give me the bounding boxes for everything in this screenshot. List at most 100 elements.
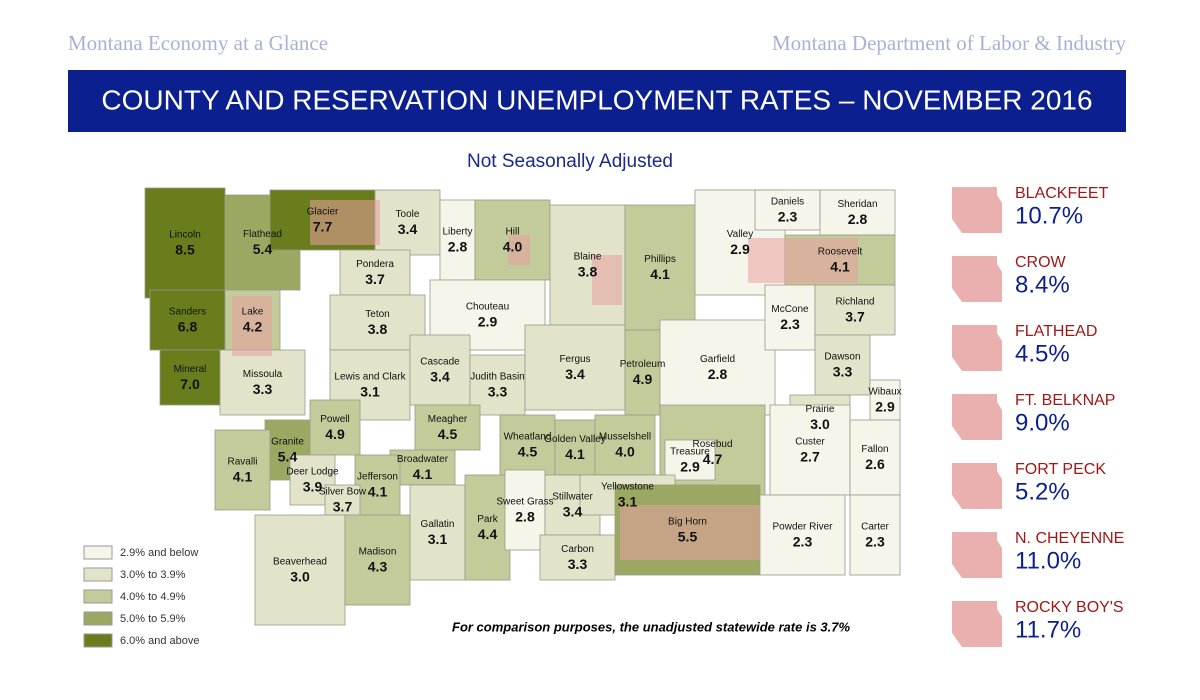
county-rate: 2.9	[875, 399, 895, 415]
county-name: Park	[477, 514, 499, 525]
county-name: Lincoln	[169, 230, 201, 241]
reservation-icon	[952, 394, 1002, 440]
county-rate: 2.7	[800, 449, 820, 465]
county-rate: 4.1	[413, 466, 433, 482]
reservation-area	[620, 505, 760, 560]
county	[499, 414, 556, 476]
county-name: Fergus	[559, 354, 590, 365]
county-rate: 3.8	[578, 264, 598, 280]
title-bar	[68, 70, 1126, 132]
county-name: Glacier	[307, 207, 339, 218]
county-name: Lake	[242, 307, 264, 318]
county-name: Broadwater	[397, 454, 449, 465]
county-rate: 3.9	[303, 479, 323, 495]
county	[769, 404, 851, 496]
reservation-rate: 4.5%	[1015, 340, 1070, 367]
county-name: Roosevelt	[818, 247, 863, 258]
reservation-icon	[952, 532, 1002, 578]
county-name: Ravalli	[227, 457, 257, 468]
reservation-rate: 11.7%	[1015, 616, 1081, 643]
county-rate: 2.3	[780, 316, 800, 332]
county-name: Custer	[795, 437, 825, 448]
county-name: Yellowstone	[601, 482, 654, 493]
county-name: Sanders	[169, 307, 206, 318]
county-rate: 3.3	[833, 364, 853, 380]
county-name: Beaverhead	[273, 557, 327, 568]
county-name: Toole	[396, 209, 420, 220]
county-name: Wibaux	[868, 387, 901, 398]
county-name: Richland	[836, 297, 875, 308]
county	[409, 484, 466, 581]
reservation-icon	[952, 187, 1002, 233]
reservation-rate: 5.2%	[1015, 478, 1070, 505]
county-name: Missoula	[243, 369, 283, 380]
county-name: Silver Bow	[319, 487, 367, 498]
county	[659, 319, 776, 416]
reservation-rate: 9.0%	[1015, 409, 1070, 436]
county	[339, 249, 411, 296]
county-name: Treasure	[670, 447, 710, 458]
county-rate: 2.8	[515, 509, 535, 525]
legend-label: 2.9% and below	[120, 547, 198, 559]
county-rate: 7.7	[313, 219, 333, 235]
legend-swatch	[83, 589, 113, 604]
legend-swatch	[83, 545, 113, 560]
header-left: Montana Economy at a Glance	[68, 31, 328, 55]
county-rate: 3.7	[333, 499, 353, 515]
county-rate: 2.3	[865, 534, 885, 550]
county-rate: 3.1	[618, 494, 638, 510]
reservation-icon	[952, 601, 1002, 647]
county-rate: 2.9	[478, 314, 498, 330]
county-rate: 2.9	[730, 241, 750, 257]
county	[409, 334, 471, 406]
county-rate: 3.1	[428, 531, 448, 547]
county-rate: 4.9	[633, 371, 653, 387]
county	[149, 289, 226, 351]
reservation-icon	[952, 256, 1002, 302]
county-name: Carter	[861, 522, 889, 533]
county-rate: 3.1	[360, 384, 380, 400]
county	[344, 514, 411, 606]
county-rate: 2.8	[708, 366, 728, 382]
county-name: Jefferson	[357, 472, 398, 483]
reservation-name: BLACKFEET	[1015, 185, 1109, 202]
county-rate: 4.7	[703, 451, 723, 467]
reservation-name: FORT PECK	[1015, 461, 1106, 478]
county	[664, 439, 716, 481]
county	[759, 494, 846, 576]
county-name: Daniels	[771, 197, 804, 208]
county-name: Petroleum	[620, 359, 666, 370]
county-name: Fallon	[861, 444, 888, 455]
reservation-name: FT. BELKNAP	[1015, 392, 1115, 409]
reservation-name: N. CHEYENNE	[1015, 530, 1124, 547]
county-name: Wheatland	[504, 432, 552, 443]
reservation-icon	[952, 325, 1002, 371]
county-name: Teton	[365, 309, 389, 320]
county-rate: 5.5	[678, 529, 698, 545]
county	[504, 469, 546, 551]
county-rate: 4.4	[478, 526, 498, 542]
county-name: Gallatin	[421, 519, 455, 530]
county	[254, 514, 346, 626]
county-name: Stillwater	[552, 492, 593, 503]
county-rate: 3.7	[845, 309, 865, 325]
county	[159, 349, 221, 406]
header-right: Montana Department of Labor & Industry	[772, 31, 1126, 55]
county-rate: 6.8	[178, 319, 198, 335]
county-rate: 4.2	[243, 319, 263, 335]
county-name: Mineral	[174, 364, 207, 375]
county-name: Golden Valley	[544, 434, 606, 445]
county-name: Granite	[271, 437, 304, 448]
county-name: Sweet Grass	[496, 497, 553, 508]
county	[764, 284, 816, 351]
county-rate: 4.1	[830, 259, 850, 275]
legend-label: 3.0% to 3.9%	[120, 569, 186, 581]
county-rate: 4.3	[368, 559, 388, 575]
county	[214, 429, 271, 511]
legend-swatch	[83, 633, 113, 648]
legend-label: 5.0% to 5.9%	[120, 613, 186, 625]
county-rate: 7.0	[180, 376, 200, 392]
county-name: Chouteau	[466, 302, 509, 313]
